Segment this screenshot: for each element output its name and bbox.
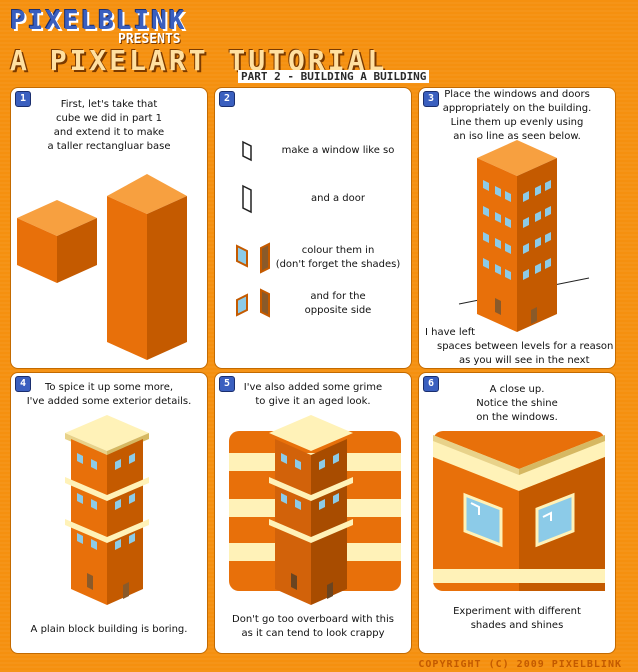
panel-bottom-text: Experiment with different shades and shin… [453, 606, 581, 631]
window-door-steps [236, 140, 270, 318]
coloured-door-icon [260, 242, 270, 274]
panel-6: 6 A close up. Notice the shine on the wind… [418, 372, 616, 654]
panel-number: 6 [423, 376, 439, 392]
caption-door: and a door [311, 193, 365, 204]
panel-number: 2 [219, 91, 235, 107]
panel-4: 4 To spice it up some more, I've added so… [10, 372, 208, 654]
panel-number: 5 [219, 376, 235, 392]
presents-label: PRESENTS [118, 32, 181, 47]
caption-window: make a window like so [281, 145, 395, 156]
panel-text: A close up. Notice the shine on the window… [476, 384, 558, 423]
opposite-door-icon [260, 288, 270, 318]
coloured-window-icon [236, 244, 248, 268]
panel-bottom-text: I have left spaces between levels for a … [425, 327, 614, 366]
cube-and-tower-illustration [17, 174, 187, 360]
building-with-windows [458, 140, 590, 332]
panel-5: 5 I've also added some grime to give it a… [214, 372, 412, 654]
close-up-illustration [433, 431, 605, 591]
panel-text: I've also added some grime to give it an … [243, 382, 383, 407]
panel-text: To spice it up some more, I've added some… [26, 382, 192, 407]
opposite-window-icon [236, 293, 248, 317]
panel-3: 3 Place the windows and doors appropriate… [418, 87, 616, 369]
panel-2: 2 make a window like so and a door colou… [214, 87, 412, 369]
header: PIXELBLINK PRESENTS A PIXELART TUTORIAL … [0, 0, 638, 88]
brand-logo: PIXELBLINK [10, 6, 187, 36]
caption-opposite: and for the opposite side [304, 291, 372, 316]
panel-bottom-text: Don't go too overboard with this as it ca… [232, 614, 394, 639]
panel-number: 4 [15, 376, 31, 392]
panel-text: Place the windows and doors appropriately… [442, 89, 592, 142]
door-outline-icon [242, 184, 252, 214]
grimy-building [229, 415, 401, 605]
panel-text: First, let's take that cube we did in par… [47, 99, 171, 152]
panel-bottom-text: A plain block building is boring. [30, 624, 188, 635]
part-subtitle: PART 2 - BUILDING A BUILDING [238, 70, 430, 83]
detailed-building [65, 415, 149, 605]
caption-colour: colour them in (don't forget the shades) [275, 245, 401, 270]
copyright-notice: COPYRIGHT (C) 2009 PIXELBLINK [418, 659, 622, 670]
panel-number: 1 [15, 91, 31, 107]
window-outline-icon [242, 140, 252, 162]
panel-1: 1 First, let's take that cube we did in p… [10, 87, 208, 369]
panel-number: 3 [423, 91, 439, 107]
